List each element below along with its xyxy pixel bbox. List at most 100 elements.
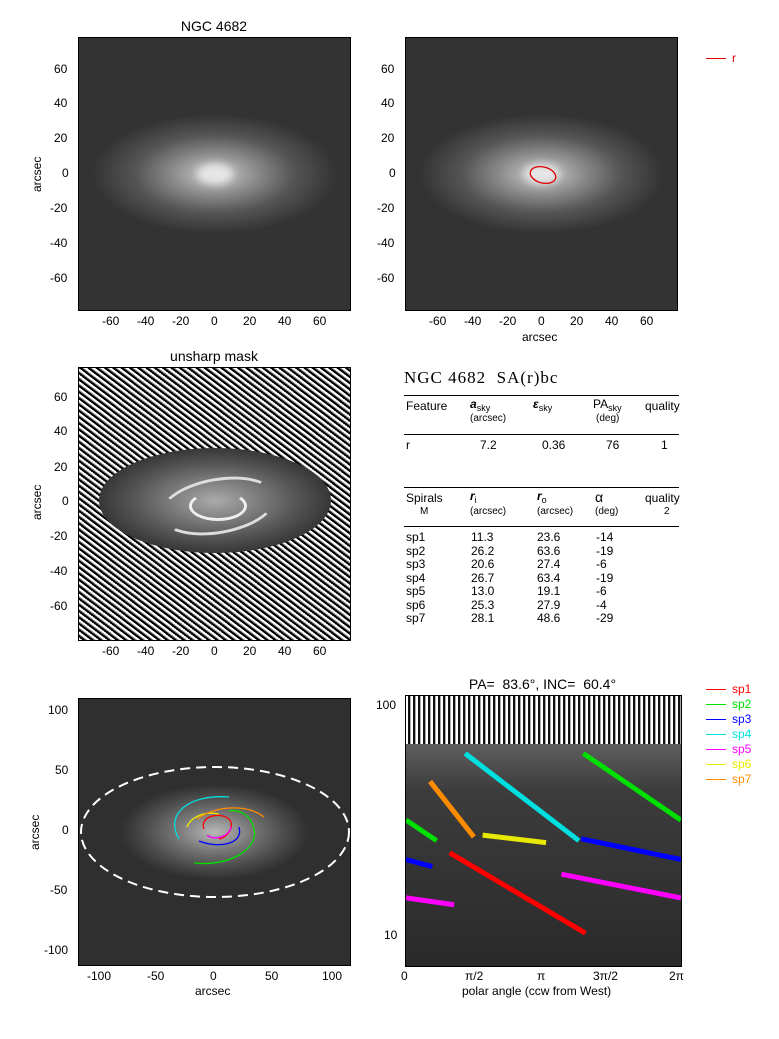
x-tick: π/2 (465, 969, 484, 983)
x-tick: 50 (265, 969, 279, 983)
feature-a: 7.2 (480, 438, 497, 452)
y-tick: -20 (377, 201, 395, 215)
galaxy-core (197, 164, 233, 184)
y-tick: 100 (48, 703, 69, 717)
spiral-alpha: -19 (596, 543, 614, 558)
x-tick: -50 (147, 969, 165, 983)
col-header-feature: Feature (406, 399, 448, 413)
col-header-ri-symbol: r (470, 489, 475, 503)
sp5-arc (206, 826, 232, 839)
feature-quality: 1 (661, 438, 668, 452)
col-header-ro-unit: (arcsec) (537, 506, 574, 517)
spiral-ri: 13.0 (471, 584, 495, 598)
x-tick: -20 (499, 314, 517, 328)
legend-label-sp4: sp4 (732, 727, 752, 741)
y-tick: -20 (50, 529, 68, 543)
y-tick: -40 (50, 236, 68, 250)
galaxy-ring-panel (405, 37, 678, 311)
y-tick: 0 (62, 166, 69, 180)
legend-line-sp5 (706, 749, 726, 750)
ring-ellipse-overlay (529, 165, 557, 185)
sp6-arc (186, 812, 220, 828)
y-tick: 20 (54, 460, 68, 474)
polar-angle-chart-panel (405, 695, 682, 967)
x-tick: 0 (211, 314, 218, 328)
spiral-name: sp5 (406, 584, 426, 598)
x-tick: 0 (210, 969, 217, 983)
x-tick: -20 (172, 644, 190, 658)
x-tick: 20 (243, 314, 257, 328)
feature-pa: 76 (606, 438, 620, 452)
sp4-arc (173, 796, 230, 840)
spiral-ri: 25.3 (471, 597, 495, 612)
unsharp-spiral-inner (189, 491, 247, 521)
unsharp-mask-panel (78, 367, 351, 641)
y-tick: 0 (389, 166, 396, 180)
x-tick: 20 (243, 644, 257, 658)
rule (404, 526, 679, 527)
legend-line-sp4 (706, 734, 726, 735)
col-header-quality: quality (645, 399, 680, 413)
feature-e: 0.36 (542, 438, 566, 452)
y-tick: -50 (50, 883, 68, 897)
y-tick: -100 (44, 943, 69, 957)
y-tick: 40 (381, 96, 395, 110)
sp2-line (581, 751, 681, 823)
panel2-xlabel: arcsec (522, 330, 558, 344)
y-tick: -60 (377, 271, 395, 285)
col-header-quality: quality (645, 491, 680, 505)
disk-outline-ellipse (80, 766, 350, 898)
spiral-name: sp6 (406, 597, 426, 612)
x-tick: -20 (172, 314, 190, 328)
col-header-pa-unit: (deg) (596, 413, 620, 424)
col-header-a-symbol: a (470, 397, 477, 411)
rule (404, 487, 679, 488)
y-tick: -40 (377, 236, 395, 250)
y-tick: 10 (384, 928, 398, 942)
panel1-title: NGC 4682 (180, 18, 248, 34)
y-tick: -20 (50, 201, 68, 215)
sp1-line (448, 850, 587, 936)
legend-label-r: r (732, 51, 736, 65)
panel3-ylabel: arcsec (30, 484, 44, 520)
x-tick: -60 (102, 644, 120, 658)
col-header-ro: ro (537, 489, 547, 505)
spiral-ro: 19.1 (537, 584, 561, 598)
chart-title: PA= 83.6°, INC= 60.4° (468, 676, 617, 692)
legend-label-sp3: sp3 (732, 712, 752, 726)
spiral-ri: 11.3 (471, 530, 494, 544)
sp7-arc (196, 807, 265, 820)
y-tick: 40 (54, 96, 68, 110)
x-tick: 40 (605, 314, 619, 328)
y-tick: 60 (381, 62, 395, 76)
sp2-arc (193, 809, 256, 865)
legend-line-sp2 (706, 704, 726, 705)
x-tick: -60 (429, 314, 447, 328)
spiral-ro: 27.9 (537, 597, 561, 612)
y-tick: 20 (381, 131, 395, 145)
spiral-ro: 63.6 (537, 543, 561, 558)
x-tick: 100 (322, 969, 343, 983)
panel5-ylabel: arcsec (28, 814, 42, 850)
col-header-e-sub: sky (538, 403, 553, 413)
spiral-alpha: -4 (596, 597, 607, 612)
y-tick: -60 (50, 599, 68, 613)
y-tick: 60 (54, 390, 68, 404)
spiral-ri: 26.2 (471, 543, 495, 558)
y-tick: 100 (376, 698, 397, 712)
col-header-e-symbol: ε (533, 397, 539, 411)
legend-label-sp2: sp2 (732, 697, 752, 711)
col-header-ro-sub: o (541, 495, 547, 505)
col-header-m: M (420, 506, 429, 517)
col-header-pa: PAsky (593, 397, 622, 413)
sp3-arc (198, 826, 241, 846)
y-tick: -40 (50, 564, 68, 578)
legend-line-sp3 (706, 719, 726, 720)
y-tick: 20 (54, 131, 68, 145)
spiral-ro: 23.6 (537, 530, 561, 544)
x-tick: 20 (570, 314, 584, 328)
legend-label-sp6: sp6 (732, 757, 752, 771)
spiral-ro: 63.4 (537, 570, 561, 585)
legend-line-sp7 (706, 779, 726, 780)
spiral-overlay-svg (80, 766, 350, 898)
